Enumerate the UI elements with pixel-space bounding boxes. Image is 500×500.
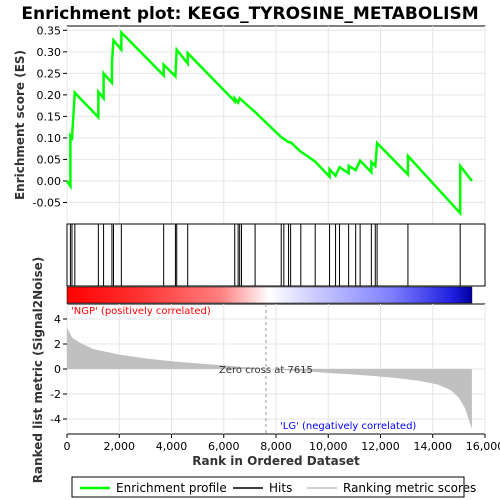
x-tick-label: 4,000 — [156, 440, 188, 453]
metric-y-tick-label: -4 — [50, 413, 61, 426]
es-panel: -0.05 0.00 0.05 0.10 0.15 0.20 0.25 0.30 0.35 — [33, 24, 486, 225]
legend-box — [71, 476, 465, 498]
metric-y-tick-label: 4 — [54, 313, 61, 326]
x-tick-label: 12,000 — [361, 440, 400, 453]
zero-cross-label: Zero cross at 7615 — [219, 365, 313, 376]
x-tick-label: 2,000 — [104, 440, 136, 453]
x-tick-label: 8,000 — [260, 440, 292, 453]
legend-es-label: Enrichment profile — [116, 481, 227, 495]
metric-y-axis-label: Ranked list metric (Signal2Noise) — [31, 257, 45, 484]
metric-panel: -4 -2 0 2 4 'NGP' (positively correlated) Ze… — [50, 303, 486, 435]
chart-title: Enrichment plot: KEGG_TYROSINE_METABOLIS… — [21, 4, 478, 24]
legend: Enrichment profile Hits Ranking metric s… — [71, 476, 476, 498]
color-bar — [66, 286, 473, 304]
positive-correlation-label: 'NGP' (positively correlated) — [71, 306, 211, 317]
hits-panel — [66, 223, 486, 287]
es-y-axis-label: Enrichment score (ES) — [13, 50, 27, 200]
es-y-tick-label: 0.10 — [37, 132, 62, 145]
negative-correlation-label: 'LG' (negatively correlated) — [280, 421, 416, 432]
hits-area — [66, 223, 486, 287]
x-tick-label: 0 — [64, 440, 71, 453]
enrichment-profile-line — [65, 29, 473, 217]
es-y-tick-label: 0.00 — [37, 175, 62, 188]
es-y-tick-label: 0.05 — [37, 153, 62, 166]
es-y-tick-label: 0.25 — [37, 67, 62, 80]
metric-y-tick-label: 0 — [54, 363, 61, 376]
x-tick-label: 10,000 — [309, 440, 348, 453]
x-axis-label: Rank in Ordered Dataset — [192, 454, 360, 468]
ranking-color-bar — [66, 286, 473, 304]
legend-hits-label: Hits — [269, 481, 292, 495]
es-y-tick-label: 0.15 — [37, 110, 62, 123]
metric-y-tick-label: -2 — [50, 388, 61, 401]
es-y-tick-label: 0.35 — [37, 24, 62, 37]
x-tick-label: 14,000 — [414, 440, 453, 453]
x-axis: 0 2,000 4,000 6,000 8,000 10,000 12,000 14,000 1… — [64, 434, 500, 453]
metric-y-tick-label: 2 — [54, 338, 61, 351]
x-tick-label: 16,000 — [466, 440, 500, 453]
x-tick-label: 6,000 — [208, 440, 240, 453]
es-y-tick-label: 0.20 — [37, 89, 62, 102]
es-y-tick-label: -0.05 — [33, 196, 61, 209]
legend-metric-label: Ranking metric scores — [343, 481, 476, 495]
es-y-tick-label: 0.30 — [37, 46, 62, 59]
